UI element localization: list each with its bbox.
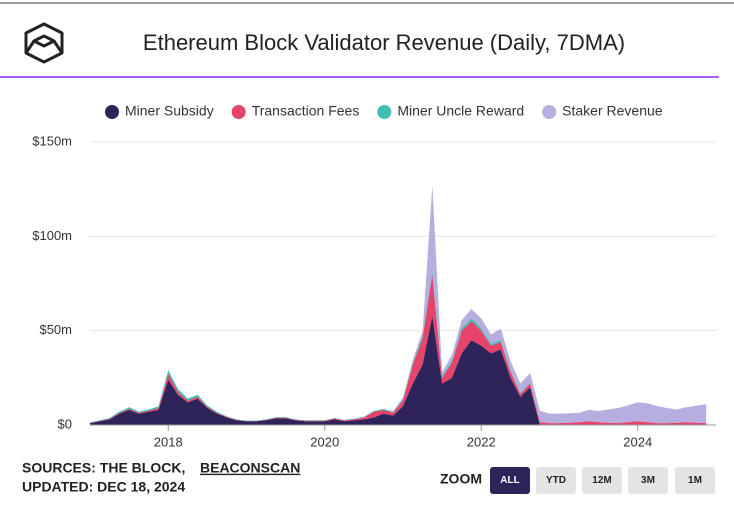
y-tick-label: $100m (32, 228, 72, 243)
y-tick-label: $50m (39, 322, 72, 337)
zoom-button[interactable]: 3M (628, 467, 668, 494)
y-tick-label: $150m (32, 133, 72, 148)
x-tick-label: 2024 (623, 434, 652, 449)
area (90, 185, 707, 424)
legend-swatch (377, 105, 392, 119)
legend-label: Miner Subsidy (125, 103, 214, 119)
source-link[interactable]: BEACONSCAN (200, 460, 300, 476)
legend-swatch (231, 105, 246, 119)
logo (24, 22, 64, 64)
zoom-button[interactable]: 12M (582, 467, 622, 494)
zoom-button[interactable]: ALL (490, 467, 530, 494)
zoom-button[interactable]: 1M (675, 467, 715, 494)
legend-label: Transaction Fees (252, 103, 360, 119)
y-tick-label: $0 (58, 416, 72, 431)
area (90, 274, 707, 425)
area (90, 315, 707, 425)
legend-label: Miner Uncle Reward (397, 103, 524, 119)
sources: SOURCES: THE BLOCK, (22, 460, 185, 476)
x-tick-label: 2022 (467, 434, 496, 449)
legend-swatch (542, 105, 557, 119)
zoom-button[interactable]: YTD (536, 467, 576, 494)
zoom-label: ZOOM (440, 471, 482, 487)
legend-swatch (105, 105, 119, 119)
updated: UPDATED: DEC 18, 2024 (22, 479, 185, 495)
legend-label: Staker Revenue (562, 103, 663, 119)
x-tick-label: 2018 (154, 434, 183, 449)
chart-title: Ethereum Block Validator Revenue (Daily,… (143, 30, 625, 55)
x-tick-label: 2020 (310, 434, 339, 449)
